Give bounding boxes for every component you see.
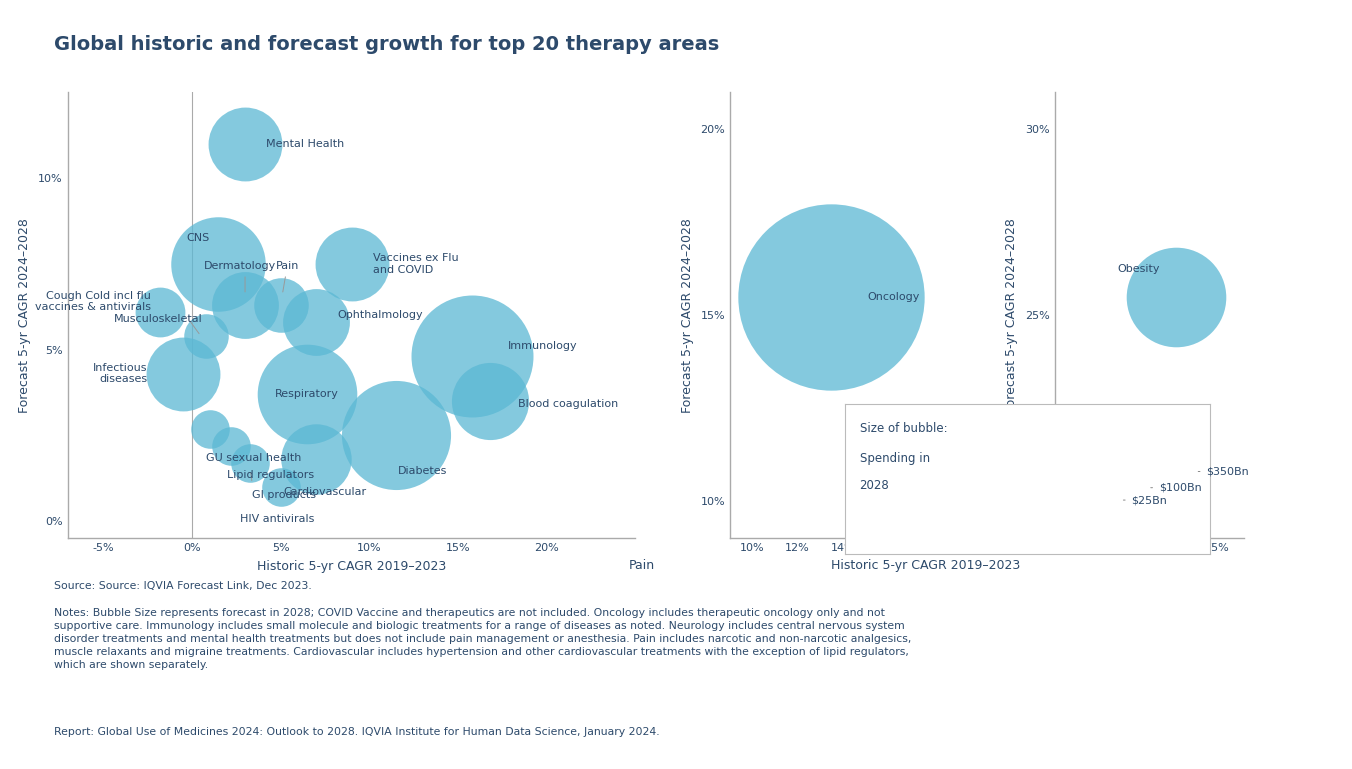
Point: [385, 429, 407, 441]
Text: Report: Global Use of Medicines 2024: Outlook to 2028. IQVIA Institute for Human: Report: Global Use of Medicines 2024: Ou…: [54, 727, 660, 737]
Y-axis label: Forecast 5-yr CAGR 2024–2028: Forecast 5-yr CAGR 2024–2028: [1005, 218, 1018, 413]
Y-axis label: Forecast 5-yr CAGR 2024–2028: Forecast 5-yr CAGR 2024–2028: [18, 218, 31, 413]
X-axis label: Historic 5-yr CAGR 2019–2023: Historic 5-yr CAGR 2019–2023: [257, 560, 446, 573]
Text: Respiratory: Respiratory: [276, 389, 339, 399]
Text: Infectious
diseases: Infectious diseases: [93, 363, 147, 384]
Point: [479, 395, 500, 408]
Text: GI products: GI products: [251, 491, 316, 501]
Text: Cardiovascular: Cardiovascular: [284, 487, 366, 497]
Point: [208, 258, 230, 270]
Text: Size of bubble:: Size of bubble:: [860, 421, 948, 434]
Point: [341, 258, 362, 270]
Point: [306, 453, 327, 465]
Text: Lipid regulators: Lipid regulators: [227, 470, 315, 480]
Text: Notes: Bubble Size represents forecast in 2028; COVID Vaccine and therapeutics a: Notes: Bubble Size represents forecast i…: [54, 608, 911, 671]
Point: [1165, 291, 1187, 303]
Point: [195, 330, 216, 342]
Text: HIV antivirals: HIV antivirals: [239, 514, 314, 524]
Point: [172, 368, 193, 380]
Point: [234, 299, 256, 311]
Text: Source: Source: IQVIA Forecast Link, Dec 2023.: Source: Source: IQVIA Forecast Link, Dec…: [54, 581, 312, 591]
Text: Blood coagulation: Blood coagulation: [518, 399, 619, 410]
Text: Dermatology: Dermatology: [204, 261, 276, 271]
Text: $25Bn: $25Bn: [1132, 495, 1167, 505]
Text: Musculoskeletal: Musculoskeletal: [114, 314, 203, 324]
Text: 2028: 2028: [860, 478, 890, 491]
Text: $350Bn: $350Bn: [1206, 467, 1249, 477]
Point: [821, 291, 842, 303]
Text: Immunology: Immunology: [507, 341, 577, 351]
Text: Obesity: Obesity: [1118, 265, 1160, 275]
Text: Global historic and forecast growth for top 20 therapy areas: Global historic and forecast growth for …: [54, 35, 719, 54]
Text: $100Bn: $100Bn: [1159, 483, 1202, 493]
Text: Cough Cold incl flu
vaccines & antivirals: Cough Cold incl flu vaccines & antiviral…: [35, 291, 151, 312]
Point: [269, 481, 291, 493]
Text: Spending in: Spending in: [860, 451, 930, 464]
Text: Historic 5-yr CAGR 2019–2023: Historic 5-yr CAGR 2019–2023: [831, 559, 1021, 571]
Text: Vaccines ex Flu
and COVID: Vaccines ex Flu and COVID: [373, 253, 458, 275]
Point: [220, 440, 242, 452]
Point: [461, 351, 483, 363]
Point: [269, 299, 291, 311]
Point: [234, 138, 256, 150]
Y-axis label: Forecast 5-yr CAGR 2024–2028: Forecast 5-yr CAGR 2024–2028: [680, 218, 694, 413]
Point: [239, 457, 261, 469]
Point: [199, 422, 220, 434]
Text: Mental Health: Mental Health: [266, 138, 345, 148]
Text: Ophthalmology: Ophthalmology: [337, 310, 423, 321]
Point: [306, 316, 327, 328]
Text: Pain: Pain: [629, 559, 656, 571]
Text: CNS: CNS: [187, 233, 210, 243]
Text: Diabetes: Diabetes: [397, 466, 448, 476]
Text: Pain: Pain: [276, 261, 299, 271]
Text: GU sexual health: GU sexual health: [206, 452, 301, 462]
Point: [296, 388, 318, 401]
Text: Oncology: Oncology: [868, 291, 919, 301]
Point: [149, 306, 170, 318]
